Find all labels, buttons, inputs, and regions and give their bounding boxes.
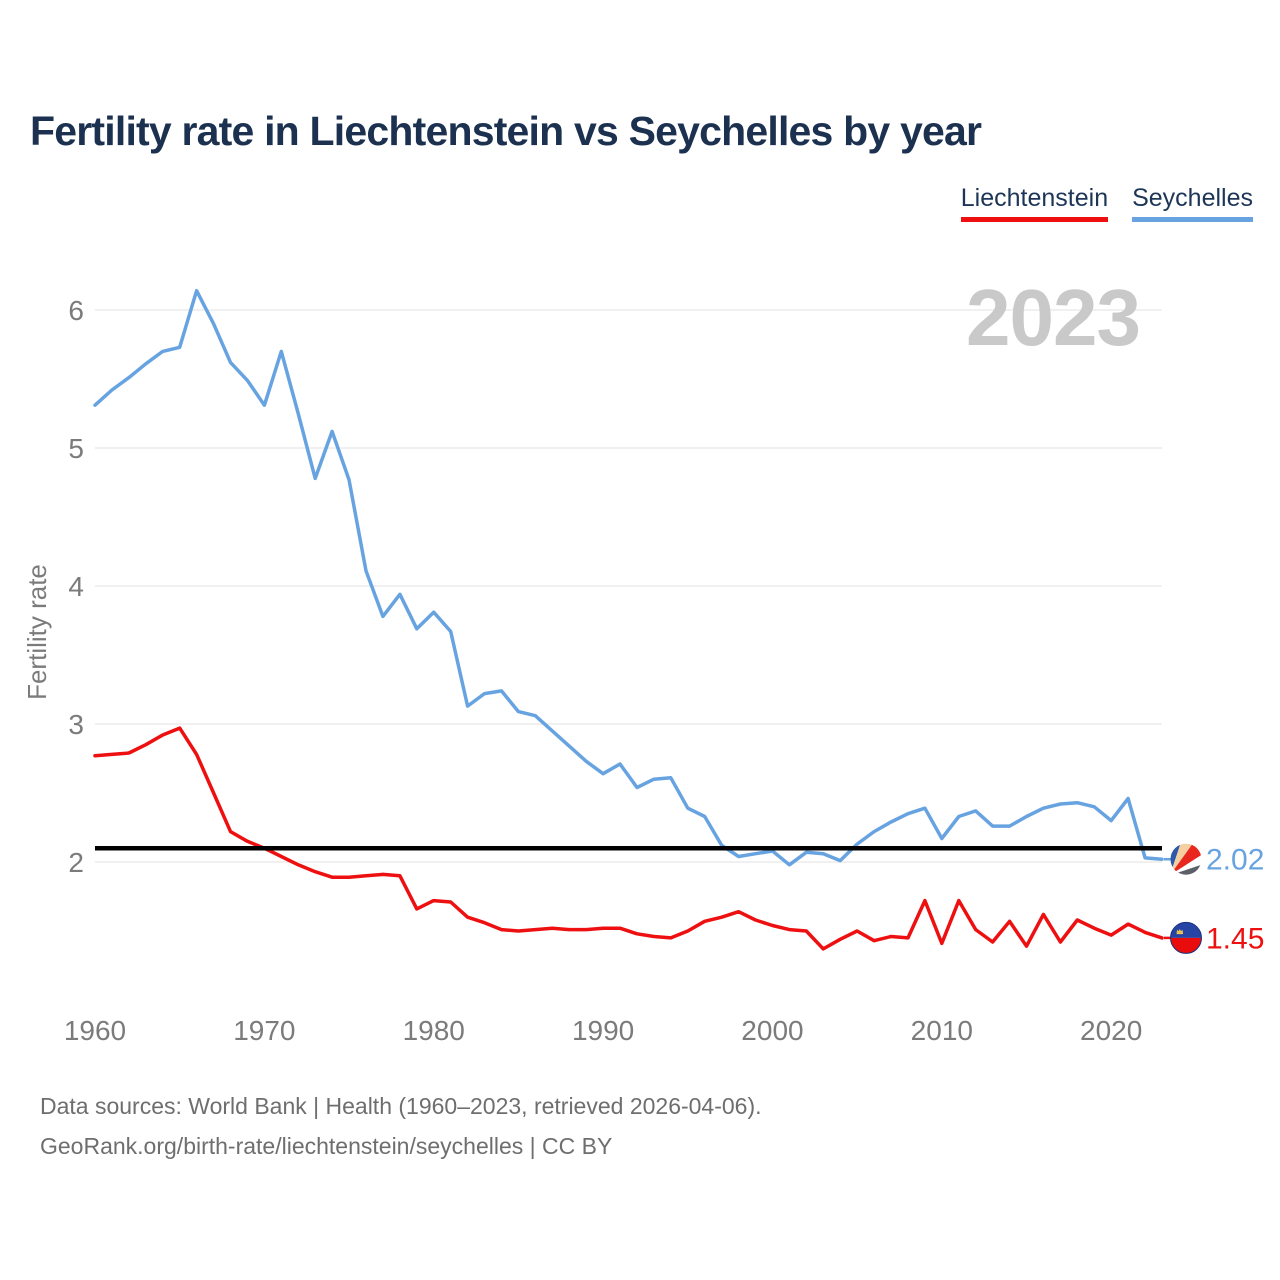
y-tick-label: 2	[68, 847, 84, 878]
y-axis-title: Fertility rate	[22, 564, 52, 700]
legend-item-seychelles[interactable]: Seychelles	[1132, 184, 1253, 222]
seychelles-end-value: 2.02	[1206, 844, 1264, 877]
y-tick-label: 5	[68, 433, 84, 464]
footer: Data sources: World Bank | Health (1960–…	[40, 1086, 762, 1166]
x-tick-label: 1980	[403, 1015, 465, 1046]
y-tick-label: 6	[68, 295, 84, 326]
watermark-year: 2023	[966, 273, 1140, 362]
series-lines	[93, 288, 1164, 951]
x-tick-label: 2000	[741, 1015, 803, 1046]
legend: Liechtenstein Seychelles	[960, 184, 1253, 222]
y-tick-label: 3	[68, 709, 84, 740]
legend-label-seychelles: Seychelles	[1132, 184, 1253, 212]
liechtenstein-end-value: 1.45	[1206, 922, 1264, 955]
x-tick-label: 1970	[233, 1015, 295, 1046]
end-labels: 1.45 2.02	[1164, 843, 1264, 955]
x-tick-label: 1990	[572, 1015, 634, 1046]
page-title: Fertility rate in Liechtenstein vs Seych…	[30, 108, 982, 154]
liechtenstein-flag-icon	[1170, 921, 1202, 954]
seychelles-flag-icon	[1170, 843, 1202, 875]
gridlines-and-ticks: 2 3 4 5 6 1960 1970 1980 1990 2000 2010 2020	[64, 295, 1162, 1046]
legend-item-liechtenstein[interactable]: Liechtenstein	[960, 184, 1109, 222]
y-tick-label: 4	[68, 571, 84, 602]
liechtenstein-line[interactable]	[93, 726, 1164, 951]
attribution-line: GeoRank.org/birth-rate/liechtenstein/sey…	[40, 1133, 613, 1159]
data-source-line: Data sources: World Bank | Health (1960–…	[40, 1093, 762, 1119]
x-tick-label: 1960	[64, 1015, 126, 1046]
x-tick-label: 2020	[1080, 1015, 1142, 1046]
legend-label-liechtenstein: Liechtenstein	[960, 184, 1109, 212]
x-tick-label: 2010	[911, 1015, 973, 1046]
seychelles-line[interactable]	[93, 288, 1164, 867]
